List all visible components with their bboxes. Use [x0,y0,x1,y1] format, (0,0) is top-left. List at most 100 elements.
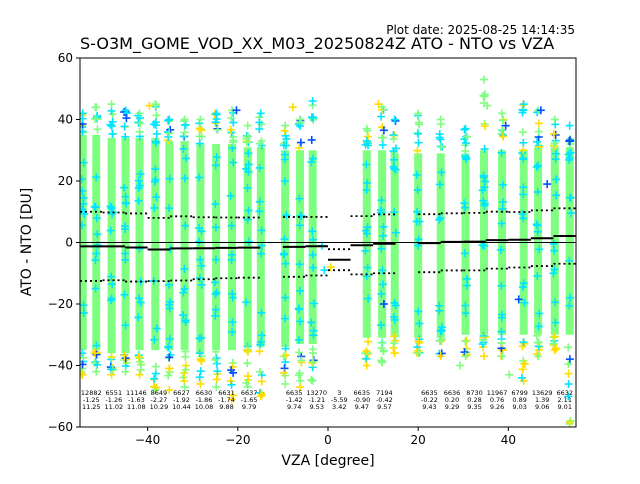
data-point [243,132,252,141]
data-point [389,135,398,144]
column-core [256,147,265,348]
data-point [519,138,528,147]
data-point [519,338,528,347]
data-point [197,261,206,270]
data-point [152,324,161,333]
bin-mean-label: -1.21 [308,396,325,404]
data-point [255,197,264,206]
data-point [376,205,385,214]
data-point [307,135,316,144]
bin-std-label: 10.29 [150,403,169,411]
data-point [164,342,173,351]
data-point [519,190,528,199]
data-point [195,274,204,283]
data-point [108,280,117,289]
data-point [227,380,236,389]
data-point [378,280,387,289]
data-point [534,322,543,331]
data-point [80,360,87,369]
data-point [378,358,387,367]
data-point [566,209,575,218]
plot-date: Plot date: 2025-08-25 14:14:35 [386,23,575,37]
data-point [462,132,471,141]
data-point [243,359,252,368]
data-point [564,150,573,159]
data-point [180,174,189,183]
data-point [435,306,444,315]
data-point [461,309,470,318]
data-point [379,346,388,355]
data-point [92,173,101,182]
data-point [257,226,266,235]
data-point [461,147,470,156]
data-point [194,173,203,182]
data-point [212,109,221,118]
data-point [180,285,189,294]
data-point [296,211,305,220]
bin-mean-label: -1.74 [218,396,235,404]
data-point [91,256,100,265]
data-point [438,323,447,332]
data-point [136,357,145,366]
data-point [197,227,206,236]
data-point [379,231,388,240]
data-column [361,124,373,370]
data-point [134,176,143,185]
column-core [135,137,144,351]
data-point [92,350,101,359]
data-point [194,237,203,246]
data-point [296,115,305,124]
data-point [478,186,487,195]
column-core [436,153,445,338]
bin-count-label: 6551 [106,389,123,397]
data-point [135,370,144,379]
data-point [456,361,465,370]
data-point [242,164,251,173]
data-point [107,272,116,281]
data-point [534,161,543,170]
bin-std-label: 11.08 [127,403,146,411]
data-point [281,379,290,388]
bin-mean-label: 0.28 [467,396,481,404]
bin-mean-label: 0.89 [512,396,526,404]
bin-mean-label: 1.39 [535,396,549,404]
data-point [196,115,205,124]
data-point [505,370,514,379]
data-point [281,293,290,302]
data-point [107,370,116,379]
data-point [498,345,507,354]
data-point [288,103,297,112]
data-point [389,155,398,164]
data-point [106,202,115,211]
data-point [107,203,116,212]
data-point [213,367,222,376]
data-point [165,386,174,395]
data-column [164,115,175,395]
data-point [244,160,253,169]
data-point [257,337,266,346]
data-point [180,115,189,124]
data-point [256,392,265,401]
data-point [256,109,265,118]
data-point [379,222,388,231]
data-point [518,365,527,374]
bin-count-label: 8649 [151,389,168,397]
column-core [180,141,189,351]
data-point [196,379,205,388]
data-column [194,115,206,388]
data-column [80,109,89,379]
data-point [181,365,190,374]
data-column [255,109,266,401]
data-point [437,142,446,151]
data-point [501,121,510,130]
data-point [533,187,542,196]
bin-std-label: 9.47 [355,403,369,411]
data-point [519,279,528,288]
data-point [533,227,542,236]
data-point [195,139,204,148]
data-point [228,391,237,400]
data-point [480,199,489,208]
data-point [565,137,574,146]
data-point [363,263,372,272]
data-point [414,337,423,346]
